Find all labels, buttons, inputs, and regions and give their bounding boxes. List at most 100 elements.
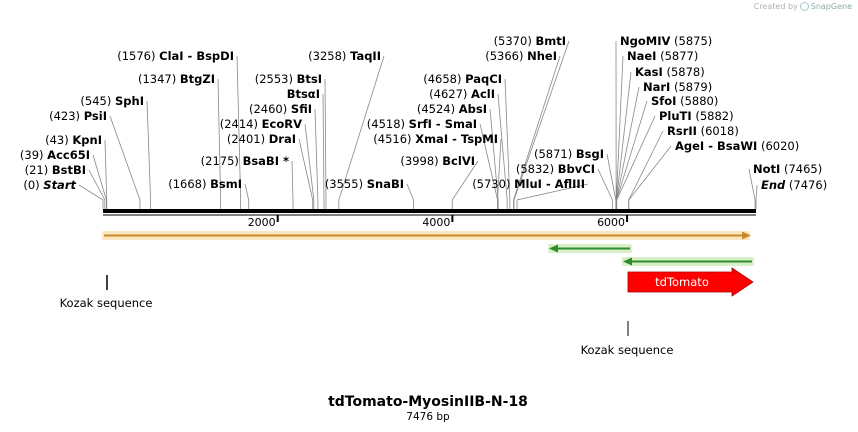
site-leader-pluti bbox=[616, 115, 656, 209]
site-label-bbvci[interactable]: (5832) BbvCI bbox=[516, 162, 595, 176]
site-leader-srfi bbox=[479, 123, 499, 209]
site-position: (5882) bbox=[692, 109, 734, 123]
site-label-bsai[interactable]: BtsαI bbox=[287, 87, 320, 101]
site-position: (1668) bbox=[168, 177, 210, 191]
site-position: (6018) bbox=[697, 124, 739, 138]
map-length: 7476 bp bbox=[406, 411, 450, 423]
site-leader-bsabi bbox=[291, 160, 294, 209]
site-label-agei[interactable]: AgeI - BsaWI (6020) bbox=[675, 139, 799, 153]
site-leader-bclvi bbox=[451, 160, 479, 209]
site-leader-ndei bbox=[513, 55, 561, 209]
site-label-bmti[interactable]: (5370) BmtI bbox=[494, 34, 566, 48]
site-leader-bsai2 bbox=[406, 183, 414, 209]
site-name: BsmI bbox=[210, 177, 242, 191]
site-name: BsgI bbox=[576, 147, 604, 161]
tick-label: 4000 bbox=[422, 216, 450, 229]
site-label-end[interactable]: End (7476) bbox=[761, 178, 827, 192]
site-label-btgzi[interactable]: (1347) BtgZI bbox=[138, 72, 215, 86]
site-name: SfoI bbox=[651, 94, 676, 108]
site-label-bsmi[interactable]: (1668) BsmI bbox=[168, 177, 242, 191]
site-name: BstBI bbox=[52, 163, 86, 177]
green-feature-arrow-2[interactable] bbox=[622, 257, 754, 266]
site-position: (5730) bbox=[472, 177, 514, 191]
site-label-xmai[interactable]: (4516) XmaI - TspMI bbox=[373, 132, 498, 146]
site-label-bsgi[interactable]: (5871) BsgI bbox=[534, 147, 604, 161]
site-position: (4627) bbox=[429, 87, 471, 101]
site-label-sfii[interactable]: (2460) SfiI bbox=[249, 102, 312, 116]
site-label-rsrii[interactable]: RsrII (6018) bbox=[667, 124, 739, 138]
site-name: AbsI bbox=[459, 102, 487, 116]
site-position: (5878) bbox=[663, 65, 705, 79]
site-leader-sfii bbox=[314, 108, 319, 209]
site-label-sfoi[interactable]: SfoI (5880) bbox=[651, 94, 718, 108]
site-position: (1576) bbox=[117, 49, 159, 63]
site-leader-start bbox=[78, 184, 104, 209]
site-label-noti[interactable]: NotI (7465) bbox=[753, 162, 822, 176]
site-label-naei[interactable]: NaeI (5877) bbox=[627, 49, 698, 63]
site-name: BbvCI bbox=[558, 162, 595, 176]
site-position: (2460) bbox=[249, 102, 291, 116]
site-position: (3258) bbox=[308, 49, 350, 63]
site-label-acli[interactable]: (4627) AclI bbox=[429, 87, 495, 101]
site-position: (3998) bbox=[400, 154, 442, 168]
credit-prefix: Created by bbox=[753, 2, 798, 11]
site-name: EcoRV bbox=[262, 117, 302, 131]
site-label-ecorv[interactable]: (2414) EcoRV bbox=[220, 117, 302, 131]
site-position: (4516) bbox=[373, 132, 415, 146]
site-label-nari[interactable]: NarI (5879) bbox=[643, 80, 712, 94]
site-label-srfi[interactable]: (4518) SrfI - SmaI bbox=[367, 117, 477, 131]
site-leader-agei bbox=[628, 145, 672, 209]
site-position: (5877) bbox=[656, 49, 698, 63]
site-label-drai[interactable]: (2401) DraI bbox=[227, 132, 296, 146]
orange-feature-arrow[interactable] bbox=[102, 231, 751, 240]
site-label-ngomiv[interactable]: NgoMIV (5875) bbox=[620, 34, 712, 48]
site-label-absi[interactable]: (4524) AbsI bbox=[417, 102, 487, 116]
site-position: (6020) bbox=[757, 139, 799, 153]
site-name: SphI bbox=[115, 94, 144, 108]
green-feature-arrow-1[interactable] bbox=[548, 244, 632, 253]
site-name: PsiI bbox=[84, 109, 107, 123]
site-leader-btgzi bbox=[217, 78, 222, 209]
site-label-psii[interactable]: (423) PsiI bbox=[49, 109, 107, 123]
site-leader-bmti bbox=[513, 40, 570, 209]
tdtomato-label: tdTomato bbox=[655, 275, 709, 289]
site-position: (2414) bbox=[220, 117, 262, 131]
site-position: (7476) bbox=[785, 178, 827, 192]
site-label-kpni[interactable]: (43) KpnI bbox=[45, 133, 102, 147]
tdtomato-feature[interactable]: tdTomato bbox=[627, 267, 754, 297]
site-label-start[interactable]: (0) Start bbox=[23, 178, 76, 192]
site-label-bclvi[interactable]: (3998) BclVI bbox=[400, 154, 475, 168]
site-label-taqii[interactable]: (3258) TaqII bbox=[308, 49, 381, 63]
site-label-kasi[interactable]: KasI (5878) bbox=[635, 65, 705, 79]
site-label-mlui[interactable]: (5730) MluI - AflIII bbox=[472, 177, 585, 191]
snapgene-logo-icon bbox=[799, 2, 809, 11]
site-leader-bsmi bbox=[244, 183, 250, 209]
site-name: NheI bbox=[527, 49, 557, 63]
site-label-ndei[interactable]: (5366) NheI bbox=[485, 49, 557, 63]
site-name: KasI bbox=[635, 65, 663, 79]
sequence-backbone bbox=[103, 209, 756, 213]
site-leader-taqii bbox=[338, 55, 385, 209]
site-position: (5879) bbox=[670, 80, 712, 94]
site-label-clai[interactable]: (1576) ClaI - BspDI bbox=[117, 49, 234, 63]
site-leader-btsi bbox=[324, 78, 327, 209]
site-label-bsai2[interactable]: (3555) SnaBI bbox=[325, 177, 404, 191]
site-position: (7465) bbox=[780, 162, 822, 176]
site-label-bsabi[interactable]: (2175) BsaBI * bbox=[201, 154, 289, 168]
site-name: NotI bbox=[753, 162, 780, 176]
site-name: AclI bbox=[471, 87, 495, 101]
tick-label: 2000 bbox=[248, 216, 276, 229]
site-label-btsi[interactable]: (2553) BtsI bbox=[255, 72, 322, 86]
site-label-pluti[interactable]: PluTI (5882) bbox=[659, 109, 734, 123]
site-position: (3555) bbox=[325, 177, 367, 191]
site-label-acc65i[interactable]: (39) Acc65I bbox=[20, 148, 90, 162]
site-position: (21) bbox=[25, 163, 52, 177]
site-label-paqci[interactable]: (4658) PaqCI bbox=[423, 72, 502, 86]
site-leader-end bbox=[755, 184, 758, 209]
site-label-sphi[interactable]: (545) SphI bbox=[80, 94, 144, 108]
site-position: (2175) bbox=[201, 154, 243, 168]
site-name: TaqII bbox=[350, 49, 381, 63]
site-label-bstbi[interactable]: (21) BstBI bbox=[25, 163, 86, 177]
ruler-ticks: 2000 4000 6000 bbox=[248, 215, 629, 229]
site-name: SnaBI bbox=[367, 177, 404, 191]
